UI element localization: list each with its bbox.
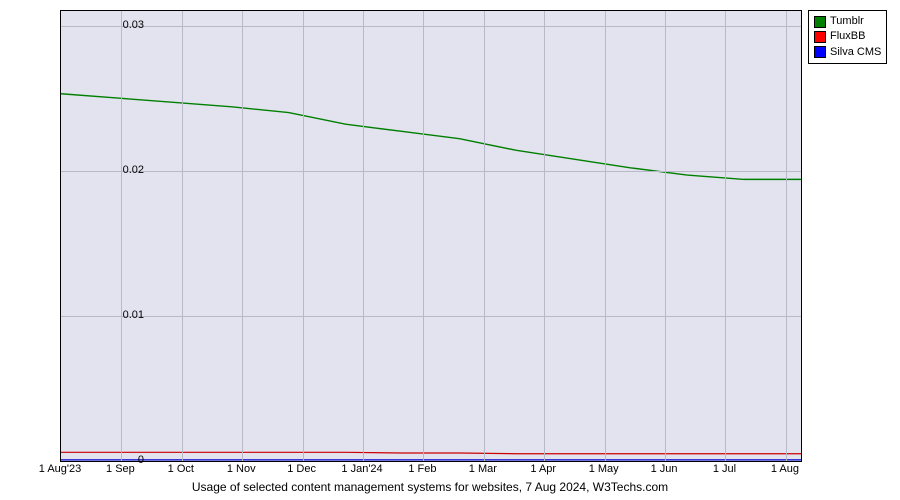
x-tick-label: 1 Aug <box>771 463 799 475</box>
gridline-v <box>665 11 666 461</box>
legend-swatch <box>814 31 826 43</box>
x-tick-label: 1 Jul <box>713 463 736 475</box>
gridline-h <box>61 26 801 27</box>
x-tick-label: 1 Aug'23 <box>39 463 81 475</box>
gridline-v <box>605 11 606 461</box>
chart-svg <box>61 11 801 461</box>
gridline-v <box>121 11 122 461</box>
y-tick-label: 0.02 <box>123 164 144 176</box>
legend-item: FluxBB <box>814 29 881 44</box>
legend-label: Silva CMS <box>830 45 881 60</box>
x-tick-label: 1 May <box>589 463 619 475</box>
series-line <box>61 452 801 453</box>
legend-item: Silva CMS <box>814 45 881 60</box>
gridline-v <box>363 11 364 461</box>
legend-swatch <box>814 46 826 58</box>
gridline-v <box>242 11 243 461</box>
x-tick-label: 1 Apr <box>530 463 556 475</box>
x-tick-label: 1 Oct <box>168 463 194 475</box>
y-tick-label: 0.03 <box>123 19 144 31</box>
legend: TumblrFluxBBSilva CMS <box>808 10 887 64</box>
gridline-v <box>484 11 485 461</box>
x-tick-label: 1 Mar <box>469 463 497 475</box>
plot-area <box>60 10 802 462</box>
y-tick-label: 0.01 <box>123 309 144 321</box>
legend-label: FluxBB <box>830 29 865 44</box>
chart-caption: Usage of selected content management sys… <box>60 480 800 494</box>
gridline-h <box>61 316 801 317</box>
gridline-v <box>725 11 726 461</box>
legend-swatch <box>814 16 826 28</box>
legend-item: Tumblr <box>814 14 881 29</box>
series-line <box>61 94 801 180</box>
x-tick-label: 1 Jun <box>651 463 678 475</box>
legend-label: Tumblr <box>830 14 864 29</box>
x-tick-label: 1 Jan'24 <box>341 463 382 475</box>
gridline-h <box>61 171 801 172</box>
y-tick-label: 0 <box>138 454 144 466</box>
gridline-v <box>544 11 545 461</box>
gridline-v <box>786 11 787 461</box>
gridline-v <box>182 11 183 461</box>
chart-container: TumblrFluxBBSilva CMS Usage of selected … <box>10 5 890 495</box>
x-tick-label: 1 Nov <box>227 463 256 475</box>
gridline-v <box>303 11 304 461</box>
x-tick-label: 1 Feb <box>408 463 436 475</box>
x-tick-label: 1 Dec <box>287 463 316 475</box>
x-tick-label: 1 Sep <box>106 463 135 475</box>
gridline-v <box>423 11 424 461</box>
